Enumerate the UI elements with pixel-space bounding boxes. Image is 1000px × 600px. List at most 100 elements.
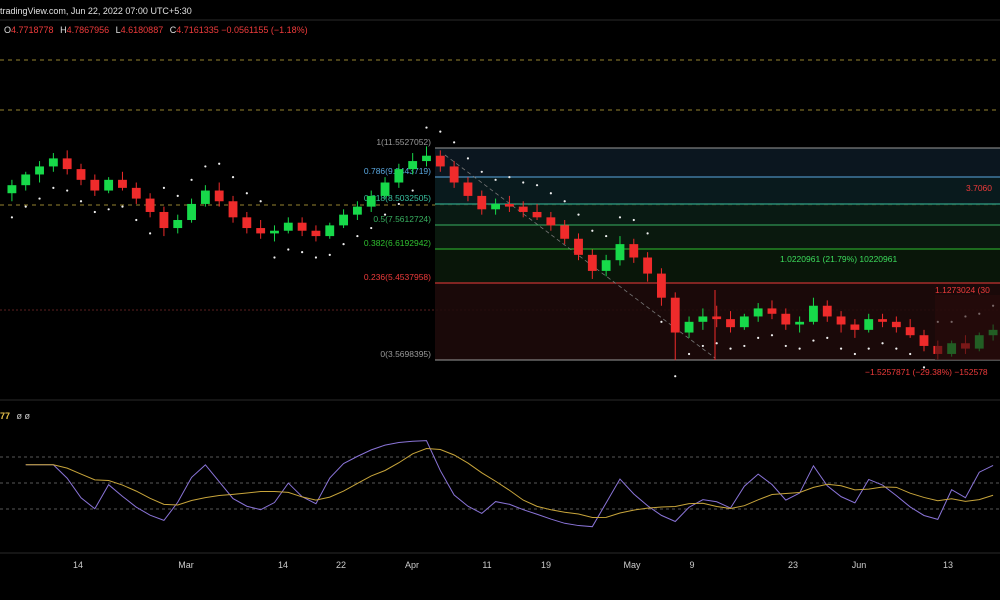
candle-body	[173, 220, 183, 229]
candle-body	[601, 260, 611, 271]
candle-body	[283, 222, 293, 231]
sar-dot	[259, 200, 262, 203]
sar-dot	[273, 256, 276, 259]
sar-dot	[411, 189, 414, 192]
candle-body	[118, 179, 127, 188]
candle-body	[726, 319, 735, 328]
sar-dot	[535, 184, 539, 187]
sar-dot	[135, 218, 138, 222]
sar-dot	[674, 375, 677, 378]
sar-dot	[701, 344, 704, 348]
candle-body	[463, 182, 473, 196]
sar-dot	[812, 339, 815, 342]
sar-dot	[549, 192, 552, 195]
sar-dot	[563, 200, 566, 203]
sar-dot	[370, 226, 373, 230]
sar-dot	[190, 178, 193, 181]
x-axis-tick-label: 23	[788, 560, 798, 570]
open-value: 4.7718778	[11, 25, 54, 35]
fib-zone	[435, 249, 1000, 283]
sar-dot	[245, 192, 248, 195]
candle-body	[352, 206, 362, 215]
x-axis-tick-label: 22	[336, 560, 346, 570]
candle-body	[90, 179, 100, 191]
sar-dot	[922, 366, 926, 369]
trend-line	[444, 154, 716, 359]
sar-dot	[743, 344, 746, 348]
change-value: −0.0561155 (−1.18%)	[221, 25, 308, 35]
candle-body	[159, 211, 169, 229]
sar-dot	[577, 213, 580, 216]
fib-zone	[435, 225, 1000, 249]
fib-zone	[435, 148, 1000, 177]
high-value: 4.7867956	[66, 25, 110, 35]
candle-body	[615, 244, 625, 261]
sar-dot	[453, 141, 456, 144]
candle-body	[698, 316, 708, 322]
sar-dot	[646, 232, 649, 235]
candle-body	[767, 308, 777, 314]
candle-body	[836, 316, 846, 325]
low-value: 4.6180887	[120, 25, 164, 35]
candle-body	[325, 225, 335, 237]
candle-body	[435, 155, 445, 167]
candle-body	[380, 182, 390, 196]
candle-body	[145, 198, 155, 212]
sar-dot	[231, 176, 235, 179]
sar-dot	[52, 186, 55, 189]
sar-dot	[466, 157, 470, 160]
open-label: O	[4, 25, 12, 35]
x-axis-tick-label: 13	[943, 560, 953, 570]
sar-dot	[93, 210, 96, 214]
candle-body	[491, 203, 501, 210]
sar-dot	[909, 352, 912, 356]
sar-dot	[10, 216, 14, 219]
candle-body	[297, 222, 307, 231]
sar-dot	[328, 253, 331, 256]
sar-dot	[881, 342, 884, 345]
fib-level-label: 0.5(7.5612724)	[373, 214, 431, 224]
candle-body	[311, 230, 321, 237]
x-axis-tick-label: 14	[278, 560, 288, 570]
candle-body	[504, 203, 514, 207]
sar-dot	[397, 202, 400, 206]
sar-dot	[107, 208, 110, 211]
sar-dot	[287, 248, 290, 251]
sar-dot	[425, 126, 428, 129]
chart-header: tradingView.com, Jun 22, 2022 07:00 UTC+…	[0, 6, 192, 16]
candle-body	[891, 321, 901, 328]
candle-body	[657, 273, 666, 298]
sar-dot	[770, 334, 774, 337]
high-label: H	[60, 25, 67, 35]
candle-body	[104, 179, 114, 191]
sar-dot	[439, 130, 442, 133]
sar-dot	[79, 200, 83, 203]
sar-dot	[383, 213, 387, 216]
sar-dot	[853, 352, 856, 356]
sar-dot	[798, 347, 801, 350]
rsi-value: 77	[0, 411, 11, 421]
fib-level-label: 0.382(6.6192942)	[364, 238, 431, 248]
fib-level-label: 0.618(8.5032505)	[364, 193, 431, 203]
sar-dot	[149, 232, 152, 235]
candle-body	[270, 230, 279, 234]
sar-dot	[38, 197, 41, 200]
x-axis-tick-label: 9	[689, 560, 694, 570]
candle-body	[256, 228, 266, 234]
range-down-annotation: −1.5257871 (−29.38%) −152578	[865, 367, 988, 377]
sar-dot	[508, 176, 511, 179]
sar-dot	[839, 347, 843, 350]
candle-body	[449, 166, 459, 183]
candle-body	[366, 195, 376, 207]
sar-dot	[162, 186, 166, 189]
x-axis-tick-label: 19	[541, 560, 551, 570]
candle-body	[48, 158, 58, 167]
candle-body	[518, 206, 528, 212]
candle-body	[532, 211, 542, 218]
measure-box	[935, 295, 1000, 360]
sar-dot	[494, 178, 497, 181]
sar-dot	[314, 256, 318, 259]
rsi-line	[25, 440, 994, 528]
x-axis-tick-label: 11	[482, 560, 491, 570]
